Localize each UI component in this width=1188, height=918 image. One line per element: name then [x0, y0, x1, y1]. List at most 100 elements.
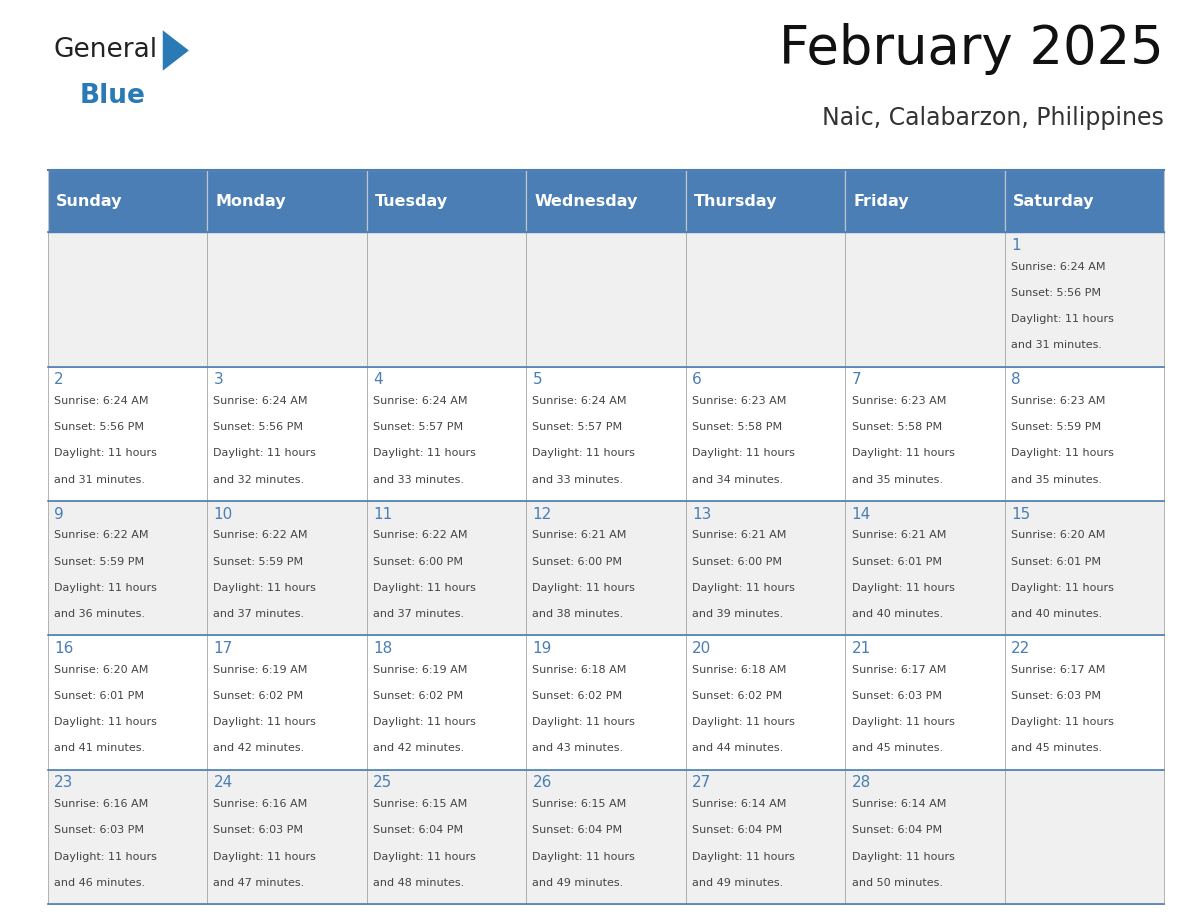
Bar	[526, 770, 685, 904]
Text: Sunset: 6:02 PM: Sunset: 6:02 PM	[693, 691, 782, 701]
Text: and 49 minutes.: and 49 minutes.	[693, 878, 783, 888]
Text: 28: 28	[852, 776, 871, 790]
Text: Daylight: 11 hours: Daylight: 11 hours	[693, 852, 795, 862]
Text: 9: 9	[53, 507, 64, 521]
Text: Sunrise: 6:24 AM: Sunrise: 6:24 AM	[373, 396, 467, 406]
Bar	[48, 635, 207, 770]
Text: Daylight: 11 hours: Daylight: 11 hours	[532, 852, 636, 862]
Text: Daylight: 11 hours: Daylight: 11 hours	[373, 717, 476, 727]
Bar	[1005, 170, 1164, 232]
Text: Tuesday: Tuesday	[374, 194, 448, 208]
Text: Daylight: 11 hours: Daylight: 11 hours	[214, 583, 316, 593]
Text: 3: 3	[214, 372, 223, 387]
Text: Sunset: 6:01 PM: Sunset: 6:01 PM	[1011, 556, 1101, 566]
Text: Sunrise: 6:22 AM: Sunrise: 6:22 AM	[214, 531, 308, 541]
Text: Sunset: 6:00 PM: Sunset: 6:00 PM	[693, 556, 782, 566]
Text: Friday: Friday	[853, 194, 909, 208]
Text: Sunrise: 6:24 AM: Sunrise: 6:24 AM	[532, 396, 627, 406]
Bar	[1005, 366, 1164, 501]
Text: and 44 minutes.: and 44 minutes.	[693, 744, 783, 754]
Bar	[845, 635, 1005, 770]
Bar	[1005, 232, 1164, 366]
Text: Sunrise: 6:18 AM: Sunrise: 6:18 AM	[693, 665, 786, 675]
Text: and 45 minutes.: and 45 minutes.	[852, 744, 943, 754]
Text: and 40 minutes.: and 40 minutes.	[852, 609, 943, 619]
Text: Daylight: 11 hours: Daylight: 11 hours	[1011, 314, 1114, 324]
Text: and 40 minutes.: and 40 minutes.	[1011, 609, 1102, 619]
Text: Monday: Monday	[215, 194, 285, 208]
Bar	[685, 232, 845, 366]
Text: Sunrise: 6:17 AM: Sunrise: 6:17 AM	[1011, 665, 1106, 675]
Text: Daylight: 11 hours: Daylight: 11 hours	[214, 717, 316, 727]
Text: 6: 6	[693, 372, 702, 387]
Text: Daylight: 11 hours: Daylight: 11 hours	[532, 717, 636, 727]
Text: Sunrise: 6:23 AM: Sunrise: 6:23 AM	[1011, 396, 1106, 406]
Text: 5: 5	[532, 372, 542, 387]
Text: Sunset: 6:04 PM: Sunset: 6:04 PM	[852, 825, 942, 835]
Text: Sunset: 6:04 PM: Sunset: 6:04 PM	[373, 825, 463, 835]
Text: Sunset: 5:59 PM: Sunset: 5:59 PM	[214, 556, 304, 566]
Text: Sunrise: 6:16 AM: Sunrise: 6:16 AM	[214, 800, 308, 809]
Text: Sunset: 6:01 PM: Sunset: 6:01 PM	[53, 691, 144, 701]
Text: Sunday: Sunday	[56, 194, 122, 208]
Bar	[526, 232, 685, 366]
Text: 25: 25	[373, 776, 392, 790]
Bar	[845, 170, 1005, 232]
Text: Sunrise: 6:20 AM: Sunrise: 6:20 AM	[53, 665, 148, 675]
Text: Sunset: 5:56 PM: Sunset: 5:56 PM	[214, 422, 303, 432]
Text: Sunrise: 6:14 AM: Sunrise: 6:14 AM	[852, 800, 946, 809]
Text: Sunset: 6:02 PM: Sunset: 6:02 PM	[532, 691, 623, 701]
Text: 22: 22	[1011, 641, 1030, 656]
Text: Sunset: 6:03 PM: Sunset: 6:03 PM	[852, 691, 942, 701]
Bar	[1005, 501, 1164, 635]
Text: Naic, Calabarzon, Philippines: Naic, Calabarzon, Philippines	[822, 106, 1164, 129]
Text: Blue: Blue	[80, 84, 145, 109]
Bar	[845, 501, 1005, 635]
Text: Sunset: 5:58 PM: Sunset: 5:58 PM	[693, 422, 782, 432]
Text: Sunset: 5:56 PM: Sunset: 5:56 PM	[53, 422, 144, 432]
Text: 17: 17	[214, 641, 233, 656]
Text: and 41 minutes.: and 41 minutes.	[53, 744, 145, 754]
Text: Daylight: 11 hours: Daylight: 11 hours	[693, 717, 795, 727]
Text: 20: 20	[693, 641, 712, 656]
Text: Sunset: 6:00 PM: Sunset: 6:00 PM	[373, 556, 463, 566]
Bar	[367, 770, 526, 904]
Text: Daylight: 11 hours: Daylight: 11 hours	[53, 852, 157, 862]
Text: 12: 12	[532, 507, 551, 521]
Text: Sunrise: 6:23 AM: Sunrise: 6:23 AM	[693, 396, 786, 406]
Text: Sunset: 6:03 PM: Sunset: 6:03 PM	[214, 825, 303, 835]
Text: Sunrise: 6:15 AM: Sunrise: 6:15 AM	[532, 800, 627, 809]
Polygon shape	[163, 30, 189, 71]
Bar	[526, 170, 685, 232]
Text: February 2025: February 2025	[779, 23, 1164, 75]
Bar	[48, 770, 207, 904]
Text: Daylight: 11 hours: Daylight: 11 hours	[693, 583, 795, 593]
Text: Daylight: 11 hours: Daylight: 11 hours	[373, 448, 476, 458]
Text: and 31 minutes.: and 31 minutes.	[53, 475, 145, 485]
Text: Sunrise: 6:16 AM: Sunrise: 6:16 AM	[53, 800, 148, 809]
Text: 8: 8	[1011, 372, 1020, 387]
Text: Daylight: 11 hours: Daylight: 11 hours	[373, 583, 476, 593]
Text: 15: 15	[1011, 507, 1030, 521]
Text: and 33 minutes.: and 33 minutes.	[373, 475, 465, 485]
Text: Daylight: 11 hours: Daylight: 11 hours	[532, 583, 636, 593]
Text: Sunset: 5:58 PM: Sunset: 5:58 PM	[852, 422, 942, 432]
Text: Sunset: 6:03 PM: Sunset: 6:03 PM	[1011, 691, 1101, 701]
Bar	[367, 366, 526, 501]
Text: and 45 minutes.: and 45 minutes.	[1011, 744, 1102, 754]
Bar	[48, 501, 207, 635]
Bar	[845, 366, 1005, 501]
Text: Sunrise: 6:24 AM: Sunrise: 6:24 AM	[1011, 262, 1106, 272]
Text: Sunrise: 6:17 AM: Sunrise: 6:17 AM	[852, 665, 946, 675]
Text: and 43 minutes.: and 43 minutes.	[532, 744, 624, 754]
Text: 21: 21	[852, 641, 871, 656]
Text: Daylight: 11 hours: Daylight: 11 hours	[693, 448, 795, 458]
Text: 4: 4	[373, 372, 383, 387]
Bar	[48, 232, 207, 366]
Text: Wednesday: Wednesday	[535, 194, 638, 208]
Bar	[367, 635, 526, 770]
Text: 23: 23	[53, 776, 74, 790]
Text: Sunrise: 6:15 AM: Sunrise: 6:15 AM	[373, 800, 467, 809]
Text: 19: 19	[532, 641, 552, 656]
Text: Daylight: 11 hours: Daylight: 11 hours	[852, 583, 954, 593]
